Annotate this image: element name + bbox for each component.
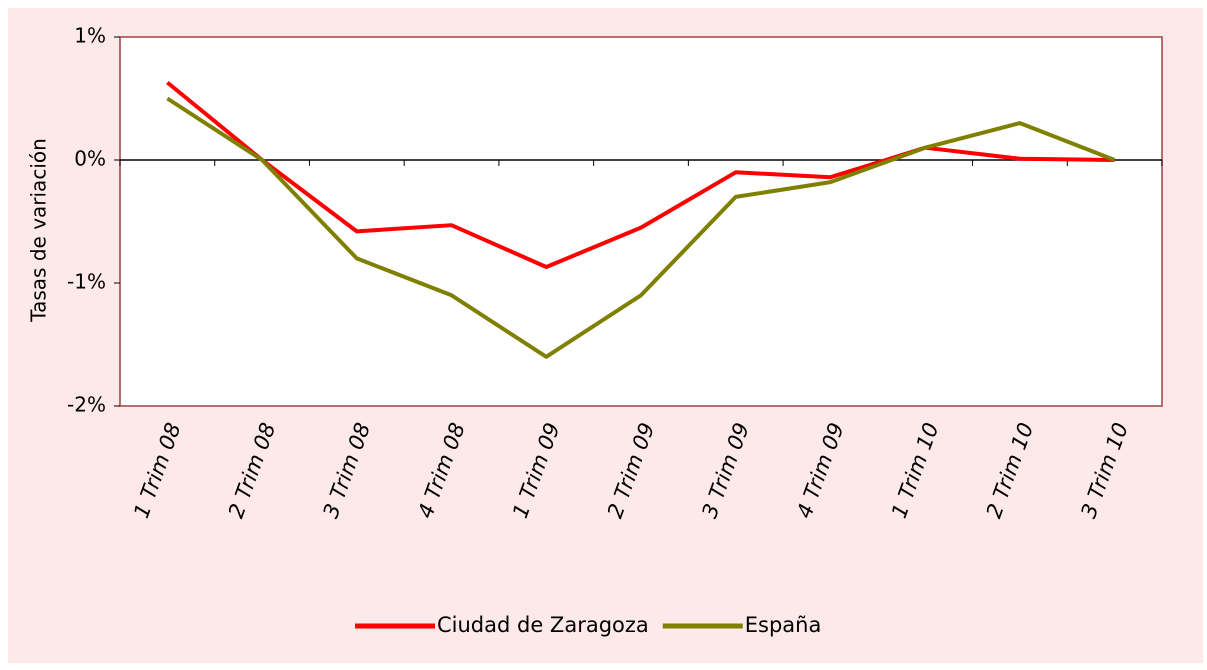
series-line [166, 96, 1116, 359]
y-axis-label: Tasas de variación [27, 138, 51, 323]
legend-label: Ciudad de Zaragoza [437, 613, 649, 637]
y-tick-label: 0% [74, 147, 106, 171]
legend-label: España [745, 613, 822, 637]
y-tick-label: -1% [67, 270, 106, 294]
y-tick-label: -2% [67, 393, 106, 417]
series-line [166, 80, 1115, 270]
plot-area [119, 36, 1163, 407]
y-tick-label: 1% [74, 24, 106, 48]
